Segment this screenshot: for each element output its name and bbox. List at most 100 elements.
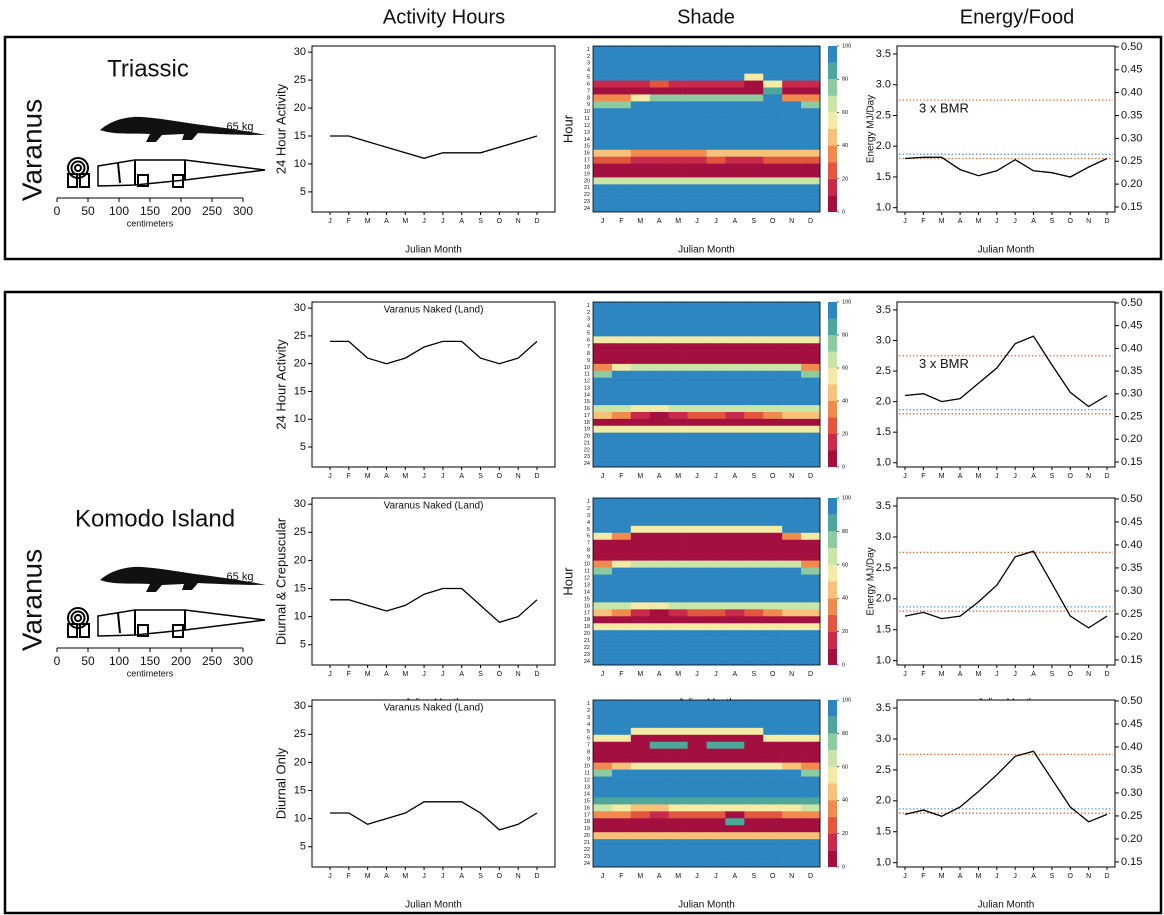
x-tick-label: J — [328, 873, 332, 880]
heat-cell — [649, 108, 669, 116]
heat-cell — [593, 122, 613, 130]
heat-cell — [744, 315, 764, 323]
heat-cell — [668, 302, 688, 310]
hour-label: 12 — [584, 575, 590, 581]
heat-cell — [593, 602, 613, 610]
heat-cell — [630, 595, 651, 603]
hour-label: 16 — [584, 151, 590, 157]
scale-tick-label: 200 — [171, 204, 191, 218]
heat-cell — [630, 170, 651, 178]
heat-cell — [687, 525, 707, 534]
heat-cell — [725, 460, 745, 468]
heat-cell — [649, 122, 669, 130]
heat-cell — [649, 804, 669, 812]
heat-cell — [611, 432, 632, 440]
heat-cell — [744, 205, 764, 213]
scale-tick-label: 0 — [54, 204, 61, 218]
heat-cell — [611, 350, 632, 358]
hour-label: 9 — [587, 757, 590, 763]
genus-label: Varanus — [16, 99, 47, 201]
heat-cell — [763, 776, 783, 784]
heat-cell — [744, 532, 764, 541]
colorbar-tick-label: 60 — [842, 562, 848, 568]
colorbar-bin — [828, 318, 837, 335]
heat-cell — [763, 532, 783, 541]
heat-cell — [744, 713, 764, 722]
heat-cell — [725, 425, 745, 433]
hour-label: 12 — [584, 777, 590, 783]
colorbar-bin — [828, 95, 837, 113]
heat-cell — [725, 853, 745, 861]
heat-cell — [706, 308, 726, 317]
heat-cell — [649, 302, 669, 310]
heat-cell — [630, 363, 651, 372]
hour-label: 17 — [584, 158, 590, 164]
heat-cell — [611, 553, 632, 561]
y-tick-label: 3.5 — [876, 500, 891, 512]
heat-cell — [593, 727, 613, 736]
heat-cell — [593, 588, 613, 596]
heat-cell — [801, 52, 821, 61]
heat-cell — [630, 783, 651, 791]
colorbar-tick-label: 60 — [842, 110, 848, 116]
heat-cell — [668, 108, 688, 116]
heat-cell — [630, 651, 651, 659]
heat-cell — [687, 720, 707, 729]
x-tick-label: F — [619, 473, 623, 480]
y2-tick-label: 0.25 — [1121, 410, 1142, 422]
x-tick-label: J — [441, 473, 445, 480]
heat-cell — [801, 177, 821, 185]
heat-cell — [687, 776, 707, 784]
heat-cell — [687, 602, 707, 610]
heat-cell — [706, 205, 726, 213]
heat-cell — [687, 846, 707, 854]
heat-cell — [706, 52, 726, 61]
heat-cell — [593, 46, 613, 54]
scale-tick-label: 250 — [202, 654, 222, 668]
heat-cell — [782, 163, 802, 171]
heat-cell — [687, 560, 707, 568]
heat-cell — [763, 581, 783, 589]
x-tick-label: O — [770, 671, 776, 678]
x-tick-label: A — [958, 218, 963, 225]
heat-cell — [687, 811, 707, 819]
heat-cell — [668, 762, 688, 770]
heat-cell — [687, 567, 707, 575]
heat-cell — [611, 539, 632, 548]
heat-cell — [611, 170, 632, 178]
heat-cell — [763, 184, 783, 192]
y-tick-label: 25 — [294, 526, 306, 538]
heat-cell — [763, 720, 783, 729]
heat-cell — [630, 412, 651, 420]
heat-cell — [744, 87, 764, 95]
x-tick-label: F — [921, 218, 925, 225]
heat-cell — [649, 567, 669, 575]
heat-cell — [763, 553, 783, 561]
y-tick-label: 3.0 — [876, 733, 891, 745]
scale-tick-label: 150 — [140, 204, 160, 218]
x-tick-label: S — [478, 473, 483, 480]
series-line — [904, 335, 1108, 408]
heat-cell — [801, 825, 821, 833]
heat-cell — [801, 391, 821, 399]
hour-label: 15 — [584, 798, 590, 804]
heat-cell — [593, 504, 613, 513]
heat-cell — [593, 184, 613, 192]
heat-cell — [630, 149, 651, 157]
heat-cell — [649, 446, 669, 454]
colorbar-bin — [828, 112, 837, 129]
annotation: 3 x BMR — [919, 101, 969, 116]
heat-cell — [668, 783, 688, 791]
heat-cell — [744, 846, 764, 854]
heat-cell — [611, 460, 632, 468]
x-tick-label: J — [714, 671, 718, 678]
heat-cell — [611, 825, 632, 833]
heat-cell — [725, 343, 745, 351]
hour-label: 9 — [587, 102, 590, 108]
heat-cell — [630, 546, 651, 554]
heat-cell — [668, 790, 688, 798]
heat-cell — [611, 860, 632, 868]
heat-cell — [725, 574, 745, 582]
plot-frame — [311, 301, 556, 468]
heat-cell — [649, 734, 669, 743]
